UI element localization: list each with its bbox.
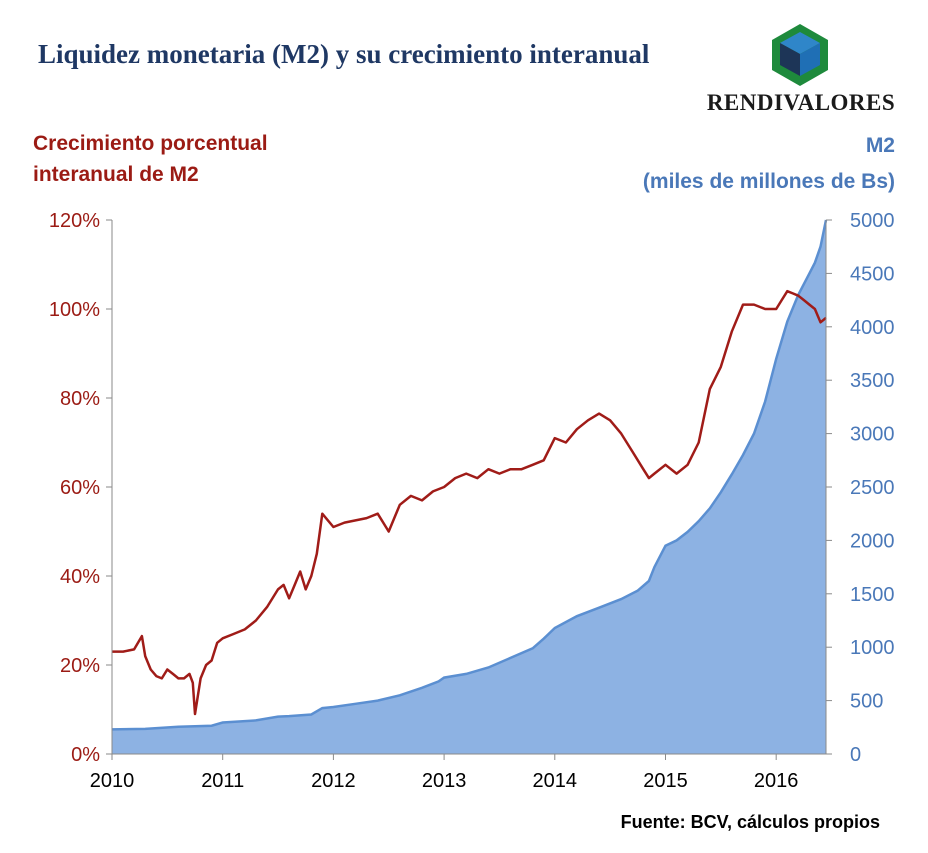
x-tick-label: 2012 <box>311 770 356 792</box>
right-axis-label-line2: (miles de millones de Bs) <box>642 170 895 193</box>
m2-area <box>112 220 826 754</box>
right-axis-label: M2 (miles de millones de Bs) <box>643 128 895 200</box>
growth-line <box>112 289 827 716</box>
left-tick-label: 120% <box>49 210 100 232</box>
right-tick-label: 3000 <box>850 424 895 446</box>
left-tick-label: 100% <box>49 299 100 321</box>
x-tick-label: 2014 <box>533 770 578 792</box>
x-tick-label: 2016 <box>754 770 799 792</box>
cube-logo-icon <box>772 24 828 86</box>
left-tick-label: 20% <box>60 655 100 677</box>
right-tick-label: 5000 <box>850 210 895 232</box>
right-tick-label: 0 <box>850 744 861 766</box>
left-axis-label: Crecimiento porcentual interanual de M2 <box>33 128 323 190</box>
left-tick-label: 0% <box>71 744 100 766</box>
right-axis-label-line1: M2 <box>865 134 895 157</box>
right-tick-label: 500 <box>850 691 883 713</box>
right-tick-label: 3500 <box>850 370 895 392</box>
right-axis-ticks: 0 500 1000 1500 2000 2500 3000 3500 4000 4500 5000 <box>826 210 895 766</box>
right-tick-label: 4000 <box>850 317 895 339</box>
x-axis-ticks: 2010 2011 2012 2013 2014 2015 2016 <box>90 754 799 792</box>
growth-line-layer <box>112 289 827 716</box>
x-tick-label: 2010 <box>90 770 135 792</box>
left-tick-label: 60% <box>60 477 100 499</box>
logo-text: RENDIVALORES <box>706 90 896 115</box>
x-tick-label: 2015 <box>643 770 688 792</box>
left-axis-label-text: Crecimiento porcentual interanual de M2 <box>33 132 268 186</box>
m2-area-layer <box>111 219 828 754</box>
right-tick-label: 1000 <box>850 637 895 659</box>
x-tick-label: 2013 <box>422 770 467 792</box>
chart-title: Liquidez monetaria (M2) y su crecimiento… <box>38 39 650 69</box>
left-tick-label: 80% <box>60 388 100 410</box>
right-tick-label: 1500 <box>850 584 895 606</box>
source-note: Fuente: BCV, cálculos propios <box>620 812 880 832</box>
right-tick-label: 2500 <box>850 477 895 499</box>
left-tick-label: 40% <box>60 566 100 588</box>
left-axis-ticks: 0% 20% 40% 60% 80% 100% 120% <box>49 210 112 766</box>
right-tick-label: 4500 <box>850 263 895 285</box>
rendivalores-logo: RENDIVALORES <box>696 20 906 125</box>
right-tick-label: 2000 <box>850 530 895 552</box>
x-tick-label: 2011 <box>201 770 244 792</box>
m2-area-outline <box>111 219 828 731</box>
